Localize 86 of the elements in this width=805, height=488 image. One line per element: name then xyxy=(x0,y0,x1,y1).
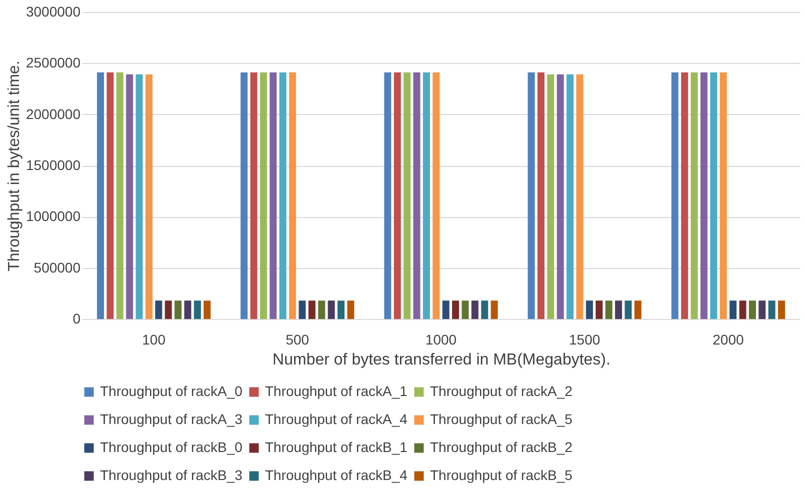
y-tick-label: 1000000 xyxy=(26,208,81,224)
legend-label: Throughput of rackA_3 xyxy=(100,411,243,427)
bar xyxy=(270,72,277,319)
y-axis-title: Throughput in bytes/unit time. xyxy=(6,60,23,272)
x-tick-label: 500 xyxy=(286,332,310,348)
bar xyxy=(298,300,306,319)
bar xyxy=(145,74,152,319)
legend-label: Throughput of rackB_2 xyxy=(430,439,573,455)
bar xyxy=(328,300,335,319)
bar xyxy=(720,72,727,319)
y-tick-label: 3000000 xyxy=(26,4,81,20)
bar xyxy=(634,300,642,319)
bar xyxy=(404,72,411,319)
bar xyxy=(174,300,182,319)
bar xyxy=(537,72,544,319)
bar xyxy=(452,300,460,319)
bar xyxy=(164,300,172,319)
bar xyxy=(710,72,718,319)
x-tick-label: 2000 xyxy=(712,332,744,348)
bar xyxy=(462,300,469,319)
x-axis-title: Number of bytes transferred in MB(Megabytes). xyxy=(272,352,610,368)
bar xyxy=(586,300,593,319)
bar xyxy=(155,300,162,319)
bar xyxy=(547,74,554,319)
legend-label: Throughput of rackA_1 xyxy=(265,383,408,399)
bar xyxy=(279,72,286,319)
bar xyxy=(126,74,134,319)
legend-label: Throughput of rackB_4 xyxy=(265,467,408,483)
y-tick-label: 2000000 xyxy=(26,106,81,122)
bar xyxy=(528,72,535,319)
bar xyxy=(778,300,786,319)
bar xyxy=(204,300,211,319)
bar xyxy=(347,300,354,319)
bar xyxy=(481,300,488,319)
bar xyxy=(615,300,622,319)
bar xyxy=(671,72,678,319)
legend-label: Throughput of rackA_4 xyxy=(265,411,408,427)
y-tick-label: 0 xyxy=(72,310,81,326)
bar xyxy=(490,300,498,319)
bar xyxy=(748,300,756,319)
bar xyxy=(768,300,776,319)
bar xyxy=(184,300,192,319)
x-tick-label: 1000 xyxy=(425,332,457,348)
y-tick-label: 500000 xyxy=(34,259,81,276)
bar xyxy=(338,300,345,319)
legend-label: Throughput of rackB_0 xyxy=(100,439,243,455)
bar xyxy=(260,72,267,319)
bar xyxy=(289,72,296,319)
bar xyxy=(116,72,124,319)
bar xyxy=(394,72,401,319)
bar xyxy=(240,72,248,319)
bar xyxy=(422,72,430,319)
legend-label: Throughput of rackB_5 xyxy=(430,467,573,483)
bar xyxy=(442,300,450,319)
bar xyxy=(556,74,564,319)
bar xyxy=(432,72,440,319)
bar xyxy=(413,72,420,319)
bar xyxy=(576,74,584,319)
legend-label: Throughput of rackA_0 xyxy=(100,383,243,399)
bar xyxy=(681,72,688,319)
y-tick-label: 1500000 xyxy=(26,157,81,173)
y-tick-label: 2500000 xyxy=(26,54,81,71)
bar xyxy=(690,72,698,319)
bar xyxy=(308,300,316,319)
bar xyxy=(624,300,632,319)
bar xyxy=(758,300,766,319)
bar xyxy=(605,300,612,319)
bar xyxy=(136,74,143,319)
x-tick-label: 1500 xyxy=(569,332,600,348)
legend-label: Throughput of rackB_1 xyxy=(265,439,408,455)
legend-label: Throughput of rackA_2 xyxy=(430,383,573,399)
bar xyxy=(384,72,392,319)
bar xyxy=(739,300,746,319)
bar xyxy=(96,72,104,319)
legend-label: Throughput of rackB_3 xyxy=(100,467,243,483)
bar xyxy=(596,300,603,319)
bar xyxy=(250,72,258,319)
bar xyxy=(700,72,708,319)
x-tick-label: 100 xyxy=(142,332,166,348)
legend-label: Throughput of rackA_5 xyxy=(430,411,573,427)
bar xyxy=(106,72,114,319)
bar xyxy=(194,300,201,319)
bar xyxy=(730,300,737,319)
bar xyxy=(318,300,326,319)
bar xyxy=(566,74,574,319)
bar xyxy=(471,300,478,319)
